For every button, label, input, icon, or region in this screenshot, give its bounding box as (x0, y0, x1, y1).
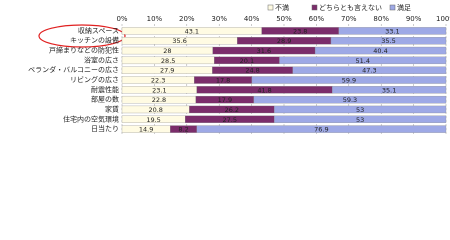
value-label: 20.8 (148, 106, 162, 114)
value-label: 35.5 (381, 37, 395, 45)
value-label: 19.5 (146, 116, 160, 124)
x-tick-label: 80% (373, 15, 389, 23)
value-label: 53 (356, 106, 364, 114)
bar-segment (251, 76, 447, 84)
value-label: 14.9 (139, 126, 153, 134)
legend-label: 不満 (275, 4, 289, 12)
bar-segment (332, 86, 447, 94)
bar-segment (196, 125, 447, 133)
y-tick-label: 部屋の数 (91, 95, 119, 104)
value-label: 59.3 (343, 96, 357, 104)
highlight-circle (38, 24, 126, 48)
chart: 不満 どちらとも言えない 満足 0% 10% 20% 30% 40% 50% 60% 70% 80% 9… (28, 3, 450, 134)
y-tick-label: 耐震性能 (91, 85, 119, 94)
value-label: 17.9 (218, 96, 232, 104)
value-label: 59.9 (342, 77, 356, 85)
value-label: 24.8 (245, 67, 259, 75)
x-tick-label: 50% (276, 15, 292, 23)
bar-segment (330, 37, 447, 45)
y-tick-label: リビングの広さ (70, 75, 119, 84)
y-tick-label: 収納スペース (78, 26, 119, 35)
legend-swatch (389, 4, 396, 11)
legend-swatch (311, 4, 318, 11)
value-label: 20.1 (240, 57, 254, 65)
value-label: 28.9 (277, 37, 291, 45)
value-label: 28.5 (161, 57, 175, 65)
value-label: 76.9 (314, 126, 328, 134)
bar-segment (338, 27, 447, 35)
x-tick-label: 100% (436, 15, 450, 23)
value-label: 27.9 (160, 67, 174, 75)
value-label: 40.4 (373, 47, 387, 55)
y-tick-label: 戸締まりなどの防犯性 (49, 46, 119, 55)
value-label: 47.3 (362, 67, 376, 75)
value-label: 31.6 (257, 47, 271, 55)
y-tick-label: 家賃 (105, 104, 119, 113)
value-label: 22.8 (152, 96, 166, 104)
bar-segment (314, 46, 447, 55)
value-label: 35.1 (382, 86, 396, 94)
value-label: 27.5 (222, 116, 236, 124)
value-label: 23.1 (152, 86, 166, 94)
y-tick-label: 住宅内の空気環境 (63, 114, 119, 123)
x-tick-label: 10% (147, 15, 163, 23)
value-label: 33.1 (385, 27, 399, 35)
value-label: 28 (163, 47, 171, 55)
x-tick-label: 20% (179, 15, 195, 23)
value-label: 35.6 (172, 37, 186, 45)
x-tick-label: 70% (341, 15, 357, 23)
value-label: 51.4 (355, 57, 369, 65)
bar-segment (292, 66, 447, 74)
y-tick-label: 浴室の広さ (84, 55, 119, 64)
y-tick-label: キッチンの設備 (70, 36, 119, 45)
y-tick-label: 日当たり (91, 124, 119, 133)
bar-segment (274, 115, 447, 123)
value-label: 26.2 (225, 106, 239, 114)
bar-segment (279, 56, 447, 65)
legend-label: どちらとも言えない (319, 3, 382, 12)
value-label: 53 (356, 116, 364, 124)
x-tick-label: 90% (406, 15, 422, 23)
x-tick-label: 60% (309, 15, 325, 23)
legend-label: 満足 (397, 4, 411, 12)
x-tick-label: 0% (116, 15, 127, 23)
value-label: 8.2 (178, 126, 188, 134)
value-label: 17.8 (216, 77, 230, 85)
value-label: 41.8 (257, 86, 271, 94)
legend-swatch (267, 4, 274, 11)
x-tick-label: 40% (244, 15, 260, 23)
value-label: 43.1 (185, 27, 199, 35)
x-tick-label: 30% (211, 15, 227, 23)
y-tick-label: ベランダ・バルコニーの広さ (28, 65, 119, 74)
value-label: 23.8 (293, 27, 307, 35)
bar-segment (274, 105, 447, 114)
value-label: 22.3 (151, 77, 165, 85)
bar-segment (253, 95, 447, 104)
